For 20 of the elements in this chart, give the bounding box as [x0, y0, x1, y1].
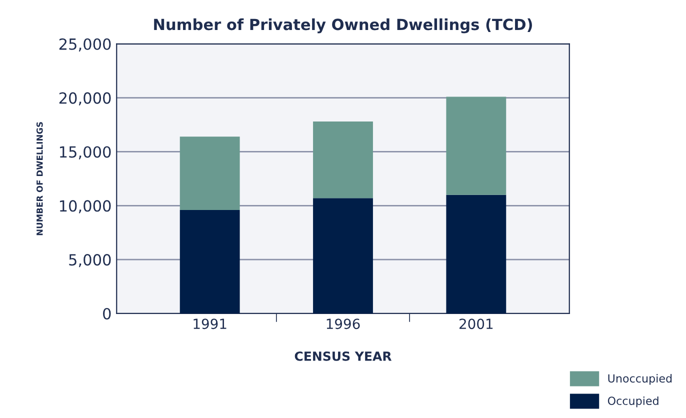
legend-label: Unoccupied	[608, 374, 672, 385]
bar	[313, 122, 373, 198]
y-tick-label: 0	[103, 308, 111, 320]
bar	[180, 210, 240, 314]
bar	[313, 198, 373, 314]
y-tick-label: 15,000	[60, 146, 111, 160]
legend-label: Occupied	[608, 396, 658, 408]
x-tick-label: 1991	[194, 318, 226, 330]
x-tick-label: 2001	[460, 318, 493, 330]
y-tick-label: 25,000	[59, 38, 111, 52]
x-tick-label: 1996	[326, 318, 360, 330]
y-tick-label: 5,000	[69, 254, 111, 268]
bar	[180, 136, 240, 210]
bar	[446, 194, 506, 314]
bar	[446, 96, 506, 195]
y-tick-label: 10,000	[60, 200, 111, 214]
y-tick-label: 20,000	[59, 92, 111, 106]
y-axis-title: NUMBER OF DWELLINGS	[36, 122, 43, 236]
x-axis-title: CENSUS YEAR	[294, 351, 392, 361]
chart-title: Number of Privately Owned Dwellings (TCD)	[154, 18, 532, 34]
